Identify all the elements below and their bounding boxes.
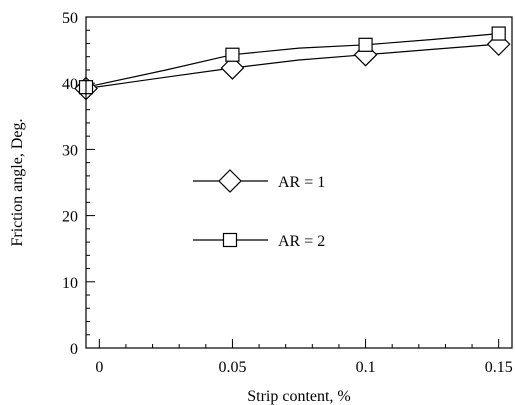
legend-label: AR = 2 xyxy=(278,233,325,250)
y-tick-label: 30 xyxy=(62,142,78,159)
plot-frame xyxy=(85,16,513,349)
y-tick-label: 0 xyxy=(70,341,78,358)
x-tick-label: 0.15 xyxy=(485,359,513,376)
series-lines xyxy=(85,33,499,90)
legend-diamond-marker xyxy=(218,169,242,193)
y-tick-labels: 0 10 20 30 40 50 xyxy=(62,10,78,358)
square-marker xyxy=(225,47,240,62)
legend-label: AR = 1 xyxy=(278,174,325,191)
y-tick-label: 10 xyxy=(62,275,78,292)
legend: AR = 1 AR = 2 xyxy=(193,169,325,250)
y-tick-label: 20 xyxy=(62,209,78,226)
series-line-diamond xyxy=(85,43,499,90)
y-axis-title: Friction angle, Deg. xyxy=(9,119,26,247)
series-line-square xyxy=(85,33,499,88)
diamond-marker xyxy=(220,56,245,80)
square-marker xyxy=(358,37,373,52)
y-tick-label: 50 xyxy=(62,10,78,27)
x-tick-label: 0.1 xyxy=(356,359,376,376)
y-tick-label: 40 xyxy=(62,76,78,93)
x-axis-title: Strip content, % xyxy=(247,388,351,405)
legend-square-marker xyxy=(222,232,238,248)
x-tick-label: 0.05 xyxy=(218,359,246,376)
x-tick-labels: 0 0.05 0.1 0.15 xyxy=(95,359,512,376)
x-tick-label: 0 xyxy=(95,359,103,376)
series-markers xyxy=(74,26,511,101)
minor-ticks xyxy=(86,29,473,348)
square-marker xyxy=(491,26,506,41)
